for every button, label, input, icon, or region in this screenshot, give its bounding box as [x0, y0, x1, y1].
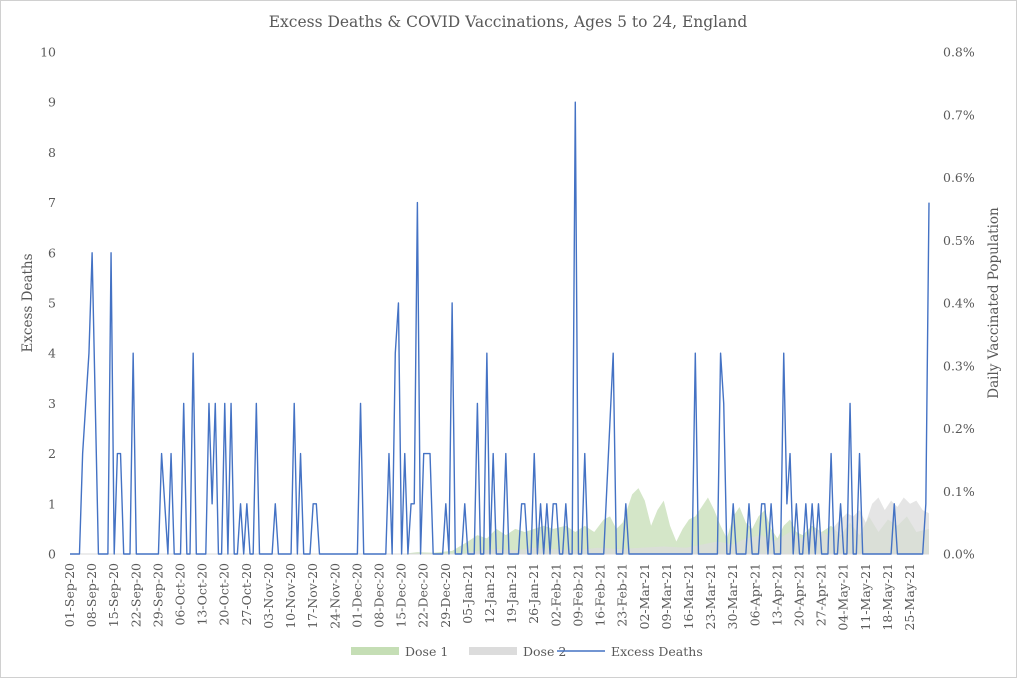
x-tick-label: 22-Dec-20	[416, 563, 431, 628]
x-tick-label: 02-Mar-21	[637, 563, 652, 630]
y2-tick-label: 0.0%	[943, 547, 975, 562]
y-tick-label: 4	[48, 346, 56, 361]
y-tick-label: 2	[48, 446, 56, 461]
legend-swatch	[469, 647, 517, 655]
x-tick-label: 16-Mar-21	[681, 563, 696, 630]
line-excess-deaths	[70, 101, 930, 555]
y2-tick-label: 0.5%	[943, 233, 975, 248]
x-tick-label: 25-May-21	[902, 563, 917, 631]
legend-swatch	[351, 647, 399, 655]
x-tick-label: 04-May-21	[836, 563, 851, 631]
x-tick-label: 06-Apr-21	[747, 563, 762, 626]
x-tick-label: 15-Sep-20	[106, 563, 121, 627]
right-axis-ticks: 0.0% 0.1% 0.2% 0.3% 0.4% 0.5% 0.6% 0.7% 0.8%	[943, 45, 975, 562]
y-tick-label: 5	[48, 296, 56, 311]
x-tick-label: 13-Oct-20	[195, 563, 210, 626]
x-tick-label: 09-Mar-21	[659, 563, 674, 630]
y2-tick-label: 0.8%	[943, 45, 975, 60]
area-dose-1	[70, 488, 929, 554]
legend-label: Dose 1	[405, 644, 448, 659]
x-tick-label: 06-Oct-20	[173, 563, 188, 626]
x-tick-label: 24-Nov-20	[327, 563, 342, 629]
y2-tick-label: 0.4%	[943, 296, 975, 311]
x-tick-label: 01-Sep-20	[62, 563, 77, 627]
x-tick-label: 02-Feb-21	[548, 563, 563, 627]
x-tick-label: 16-Feb-21	[593, 563, 608, 627]
x-tick-label: 30-Mar-21	[725, 563, 740, 630]
x-tick-label: 29-Sep-20	[150, 563, 165, 627]
x-tick-label: 29-Dec-20	[438, 563, 453, 628]
x-tick-label: 19-Jan-21	[504, 563, 519, 624]
x-tick-label: 17-Nov-20	[305, 563, 320, 629]
y2-axis-label: Daily Vaccinated Population	[986, 207, 1002, 399]
x-tick-label: 18-May-21	[880, 563, 895, 631]
x-tick-label: 12-Jan-21	[482, 563, 497, 624]
y-tick-label: 3	[48, 396, 56, 411]
legend-item: Excess Deaths	[557, 644, 703, 659]
x-tick-label: 22-Sep-20	[128, 563, 143, 627]
y-tick-label: 10	[40, 45, 56, 60]
x-tick-label: 27-Oct-20	[239, 563, 254, 626]
legend-label: Excess Deaths	[611, 644, 703, 659]
left-axis-ticks: 0 1 2 3 4 5 6 7 8 9 10	[40, 45, 56, 562]
vaccination-areas	[70, 488, 929, 554]
x-tick-label: 23-Feb-21	[615, 563, 630, 627]
x-tick-label: 09-Feb-21	[570, 563, 585, 627]
y2-tick-label: 0.2%	[943, 421, 975, 436]
x-tick-label: 15-Dec-20	[394, 563, 409, 628]
legend-item: Dose 1	[351, 644, 448, 659]
excess-deaths-series	[70, 101, 930, 555]
y2-tick-label: 0.3%	[943, 358, 975, 373]
legend-label: Dose 2	[523, 644, 566, 659]
x-tick-label: 20-Apr-21	[792, 563, 807, 626]
y2-tick-label: 0.1%	[943, 484, 975, 499]
legend-item: Dose 2	[469, 644, 566, 659]
y2-tick-label: 0.6%	[943, 170, 975, 185]
y-axis-label: Excess Deaths	[20, 253, 36, 352]
y-tick-label: 9	[48, 95, 56, 110]
x-tick-label: 03-Nov-20	[261, 563, 276, 629]
x-tick-label: 05-Jan-21	[460, 563, 475, 624]
x-axis-ticks: 01-Sep-20 08-Sep-20 15-Sep-20 22-Sep-20 29-S…	[62, 563, 917, 631]
legend: Dose 1 Dose 2 Excess Deaths	[351, 644, 703, 659]
y2-tick-label: 0.7%	[943, 107, 975, 122]
y-tick-label: 6	[48, 245, 56, 260]
y-tick-label: 7	[48, 195, 56, 210]
x-tick-label: 08-Sep-20	[84, 563, 99, 627]
y-tick-label: 8	[48, 145, 56, 160]
x-tick-label: 11-May-21	[858, 563, 873, 631]
x-tick-label: 23-Mar-21	[703, 563, 718, 630]
chart-title: Excess Deaths & COVID Vaccinations, Ages…	[269, 13, 748, 31]
x-tick-label: 27-Apr-21	[814, 563, 829, 626]
x-tick-label: 13-Apr-21	[769, 563, 784, 626]
x-tick-label: 20-Oct-20	[217, 563, 232, 626]
y-tick-label: 0	[48, 547, 56, 562]
x-tick-label: 26-Jan-21	[526, 563, 541, 624]
x-tick-label: 10-Nov-20	[283, 563, 298, 629]
x-tick-label: 01-Dec-20	[349, 563, 364, 628]
y-tick-label: 1	[48, 496, 56, 511]
x-tick-label: 08-Dec-20	[371, 563, 386, 628]
